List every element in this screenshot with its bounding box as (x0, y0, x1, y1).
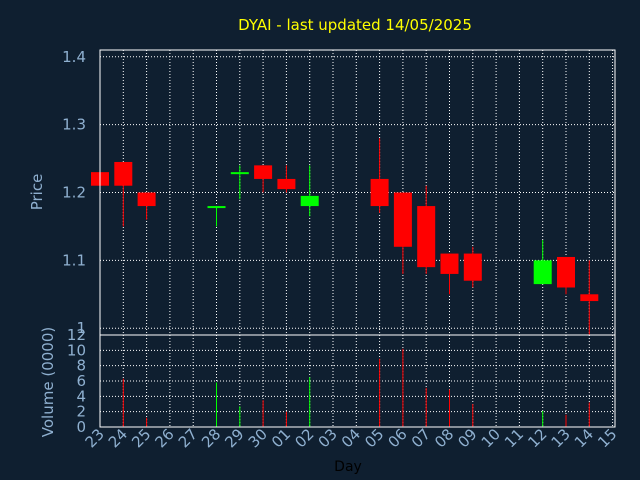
candle-body (254, 165, 273, 179)
candle-body (557, 256, 575, 288)
price-y-label: Price (28, 174, 46, 211)
candle-body (277, 178, 296, 190)
volume-y-tick-label: 6 (76, 372, 86, 390)
volume-y-label: Volume (0000) (39, 327, 57, 437)
volume-y-tick-label: 12 (67, 326, 86, 344)
volume-y-tick-label: 10 (67, 341, 86, 359)
price-plot-area (100, 50, 615, 335)
candle-body (463, 253, 482, 281)
x-axis-label: Day (334, 459, 362, 475)
candle-body (440, 253, 459, 274)
candle-body (533, 260, 552, 285)
volume-y-tick-label: 0 (76, 418, 86, 436)
candle-body (417, 206, 436, 268)
candle-body (370, 178, 389, 207)
price-y-ticks: 1.4 1.3 1.2 1.1 1 (62, 48, 86, 337)
price-y-tick-label: 1.2 (62, 184, 86, 202)
volume-plot-area (100, 335, 615, 427)
candle-body (393, 192, 412, 247)
chart-title: DYAI - last updated 14/05/2025 (238, 16, 472, 34)
candle-body (230, 172, 249, 175)
price-y-tick-label: 1.3 (62, 116, 86, 134)
volume-y-tick-label: 8 (76, 357, 86, 375)
price-y-tick-label: 1.4 (62, 48, 86, 66)
price-panel: 1.4 1.3 1.2 1.1 1 Price (28, 48, 616, 337)
candle-body (580, 294, 599, 302)
candle-body (300, 195, 319, 207)
candle-body (207, 206, 226, 209)
price-y-tick-label: 1 (76, 319, 86, 337)
candle-body (114, 161, 133, 186)
candle-body (137, 192, 156, 207)
price-candles (91, 138, 599, 335)
volume-y-tick-label: 4 (76, 387, 86, 405)
volume-frame (99, 334, 616, 428)
volume-grid (100, 335, 615, 427)
volume-y-tick-label: 2 (76, 403, 86, 421)
price-y-tick-label: 1.1 (62, 251, 86, 269)
x-ticks: 2324252627282930010203040506070809101112… (82, 425, 621, 451)
volume-bars (122, 348, 590, 427)
x-tick-label: 15 (594, 425, 620, 451)
